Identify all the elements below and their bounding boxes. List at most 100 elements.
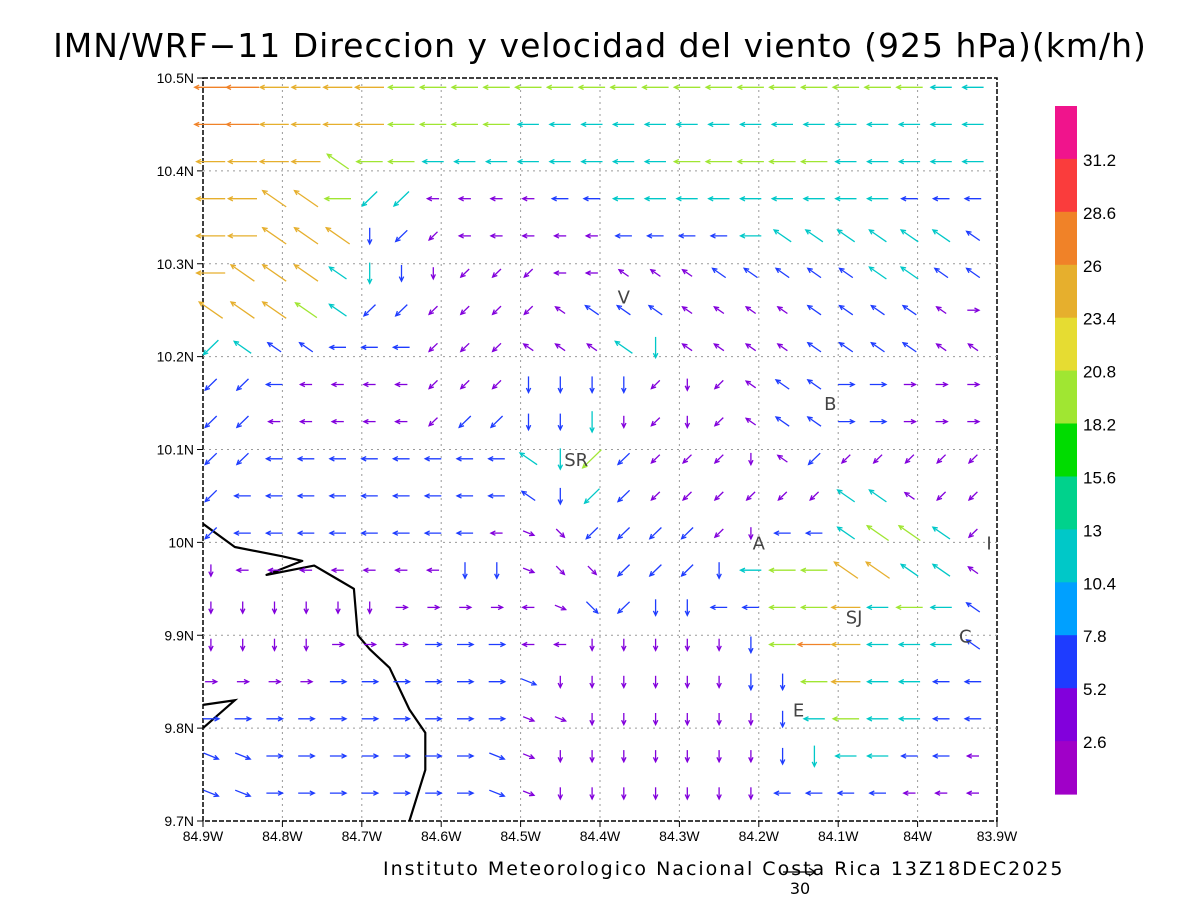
- wind-arrow-head: [298, 381, 306, 388]
- wind-arrow: [457, 233, 471, 239]
- wind-arrow-head: [459, 346, 466, 353]
- wind-arrow: [355, 158, 383, 165]
- wind-arrow-head: [901, 341, 909, 348]
- wind-arrow-head: [931, 229, 938, 235]
- x-tick-label: 84.5W: [500, 828, 541, 844]
- y-tick-label: 10.4N: [157, 163, 194, 179]
- wind-arrow-head: [387, 158, 394, 165]
- wind-arrow-shaft: [873, 454, 883, 464]
- wind-arrow: [548, 158, 571, 165]
- wind-arrow-shaft: [203, 339, 219, 356]
- wind-arrow-head: [849, 381, 856, 388]
- wind-arrow-head: [799, 158, 807, 165]
- wind-arrow: [681, 268, 693, 277]
- wind-arrow: [361, 678, 380, 685]
- wind-arrow-shaft: [617, 527, 631, 540]
- legend-swatch: [1055, 688, 1077, 742]
- wind-arrow-head: [931, 753, 939, 759]
- wind-arrow-head: [974, 418, 981, 425]
- wind-arrow-head: [484, 158, 492, 165]
- wind-arrow: [869, 381, 888, 388]
- wind-arrow: [929, 121, 952, 128]
- wind-arrow-head: [489, 422, 496, 429]
- place-label-i: I: [986, 533, 991, 554]
- wind-arrow: [779, 673, 786, 692]
- wind-arrow: [202, 339, 219, 356]
- wind-arrow: [967, 381, 981, 388]
- wind-arrow: [621, 787, 627, 801]
- wind-arrow-head: [965, 753, 973, 759]
- wind-arrow-shaft: [587, 565, 597, 575]
- wind-arrow-head: [267, 418, 274, 425]
- wind-arrow-shaft: [966, 230, 981, 242]
- wind-arrow-shaft: [294, 227, 319, 245]
- wind-arrow: [328, 530, 346, 536]
- wind-arrow-head: [466, 604, 473, 611]
- wind-arrow-head: [901, 304, 909, 311]
- wind-arrow-head: [497, 604, 505, 611]
- x-tick-label: 84.9W: [183, 828, 224, 844]
- wind-arrow-head: [965, 230, 972, 236]
- legend-label: 31.2: [1083, 151, 1116, 170]
- wind-arrow-head: [745, 495, 752, 502]
- wind-arrow-head: [391, 344, 399, 351]
- wind-arrow: [834, 158, 857, 165]
- wind-arrow: [330, 567, 344, 573]
- wind-arrow-shaft: [363, 304, 376, 317]
- wind-arrow: [428, 417, 438, 427]
- wind-arrow: [931, 196, 950, 202]
- y-tick-label: 9.9N: [164, 627, 194, 643]
- color-legend: 31.2 28.6 26 23.4 20.8 18.2 15.6 13 10.4 7.8 5.2 2.…: [1055, 106, 1116, 795]
- wind-arrow: [840, 454, 851, 464]
- wind-arrow-head: [748, 534, 754, 541]
- wind-arrow: [362, 304, 376, 317]
- wind-arrow-head: [646, 233, 653, 239]
- wind-arrow: [258, 121, 289, 128]
- wind-arrow-head: [398, 276, 405, 283]
- wind-arrow: [895, 604, 923, 611]
- y-tick-label: 9.7N: [164, 813, 194, 829]
- wind-arrow-head: [652, 610, 659, 617]
- wind-arrow-head: [672, 84, 680, 91]
- wind-arrow-shaft: [714, 528, 724, 538]
- wind-arrow-head: [866, 678, 873, 685]
- wind-arrow: [193, 84, 228, 91]
- wind-arrow-shaft: [682, 491, 692, 501]
- wind-arrow: [489, 752, 506, 760]
- wind-arrow: [652, 599, 659, 617]
- wind-arrow-head: [611, 121, 619, 128]
- wind-arrow-head: [324, 226, 332, 233]
- wind-arrow-head: [774, 267, 782, 274]
- wind-arrow-head: [394, 381, 401, 388]
- wind-arrow: [491, 379, 502, 390]
- wind-arrow-shaft: [807, 267, 822, 279]
- wind-arrow-head: [779, 684, 786, 692]
- wind-arrow-shaft: [204, 489, 218, 503]
- wind-arrow-shaft: [582, 449, 602, 469]
- wind-arrow-head: [455, 530, 462, 536]
- wind-arrow-shaft: [203, 789, 219, 797]
- wind-arrow-head: [423, 493, 430, 499]
- wind-arrow: [961, 158, 984, 165]
- wind-arrow-head: [961, 84, 968, 91]
- wind-arrow-head: [548, 158, 555, 165]
- wind-arrow-head: [226, 196, 234, 202]
- wind-arrow-head: [554, 305, 561, 312]
- wind-arrow-head: [684, 385, 691, 392]
- wind-arrow: [779, 747, 786, 766]
- wind-arrow-head: [796, 641, 803, 648]
- wind-arrow-head: [774, 379, 782, 385]
- wind-arrow-shaft: [458, 415, 472, 428]
- wind-arrow-head: [652, 352, 659, 360]
- wind-arrow: [675, 121, 698, 128]
- wind-arrow: [965, 639, 981, 650]
- wind-arrow-head: [557, 794, 564, 801]
- wind-arrow-head: [589, 427, 595, 434]
- wind-arrow-shaft: [234, 789, 251, 797]
- wind-arrow: [897, 121, 921, 128]
- wind-arrow-head: [748, 757, 754, 764]
- wind-arrow-head: [360, 493, 367, 499]
- wind-arrow: [965, 230, 981, 242]
- wind-arrow-shaft: [808, 452, 821, 465]
